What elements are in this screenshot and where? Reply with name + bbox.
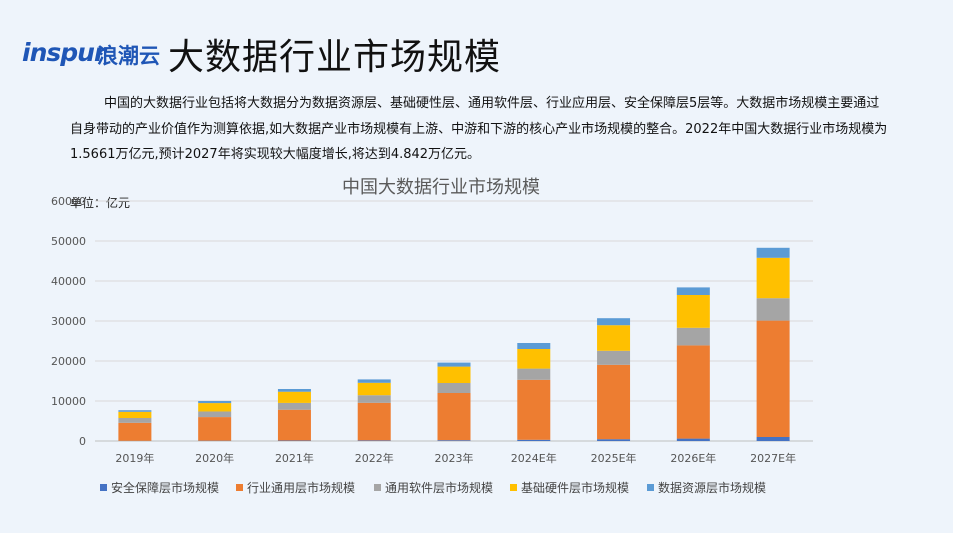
bar-segment [118, 411, 152, 418]
bar-segment [597, 439, 631, 441]
page-title: 大数据行业市场规模 [168, 37, 502, 78]
x-tick-label: 2022年 [355, 451, 394, 465]
legend-label: 通用软件层市场规模 [385, 480, 493, 495]
x-tick-label: 2019年 [115, 451, 154, 465]
bar-segment [597, 318, 631, 326]
bars [118, 247, 790, 441]
bar-segment [437, 366, 471, 383]
bar-segment [517, 349, 551, 369]
bar-segment [118, 422, 152, 441]
bar-segment [676, 327, 710, 346]
x-axis: 2019年 2020年 2021年 2022年 2023年 2024E年 2025E年 202… [115, 451, 796, 465]
legend-swatch [647, 484, 654, 491]
bar-segment [357, 379, 391, 383]
x-tick-label: 2024E年 [511, 451, 557, 465]
unit-label: 单位：亿元 [70, 195, 130, 210]
bar-segment [597, 350, 631, 365]
bar-segment [676, 287, 710, 295]
bar-segment [437, 362, 471, 367]
legend-swatch [236, 484, 243, 491]
bar-segment [198, 401, 232, 404]
bar-segment [756, 257, 790, 299]
bar-segment [676, 345, 710, 439]
legend: 安全保障层市场规模 行业通用层市场规模 通用软件层市场规模 基础硬件层市场规模 数据资源… [100, 480, 766, 495]
bar-segment [676, 438, 710, 441]
y-tick-label: 0 [79, 435, 86, 448]
bar-segment [118, 410, 152, 412]
bar-segment [756, 298, 790, 321]
bar-segment [357, 395, 391, 403]
x-tick-label: 2026E年 [670, 451, 716, 465]
bar-segment [357, 440, 391, 441]
x-tick-label: 2023年 [435, 451, 474, 465]
legend-label: 安全保障层市场规模 [111, 480, 219, 495]
intro-paragraph: 中国的大数据行业包括将大数据分为数据资源层、基础硬性层、通用软件层、行业应用层、… [70, 96, 888, 162]
y-tick-label: 40000 [51, 275, 86, 288]
y-tick-label: 10000 [51, 395, 86, 408]
x-tick-label: 2027E年 [750, 451, 796, 465]
bar-segment [756, 437, 790, 441]
bar-segment [437, 383, 471, 393]
y-tick-label: 50000 [51, 235, 86, 248]
bar-segment [517, 368, 551, 380]
bar-segment [357, 382, 391, 396]
bar-segment [597, 364, 631, 440]
chart-title: 中国大数据行业市场规模 [342, 177, 540, 198]
bar-segment [597, 325, 631, 351]
bar-segment [198, 417, 232, 441]
bar-segment [517, 379, 551, 440]
bar-segment [676, 295, 710, 328]
bar-segment [517, 343, 551, 349]
inspur-cloud-logo-cn: 浪潮云 [97, 44, 160, 68]
inspur-logo: inspur [22, 38, 106, 67]
y-tick-label: 20000 [51, 355, 86, 368]
bar-segment [277, 391, 311, 403]
legend-label: 行业通用层市场规模 [247, 480, 355, 495]
bar-segment [357, 402, 391, 441]
legend-label: 数据资源层市场规模 [658, 480, 766, 495]
bar-segment [517, 439, 551, 441]
bar-segment [437, 440, 471, 441]
y-tick-label: 30000 [51, 315, 86, 328]
legend-label: 基础硬件层市场规模 [521, 480, 629, 495]
bar-segment [198, 403, 232, 412]
x-tick-label: 2020年 [195, 451, 234, 465]
bar-segment [118, 418, 152, 423]
bar-segment [277, 402, 311, 410]
y-axis: 0 10000 20000 30000 40000 50000 60000 [51, 195, 86, 448]
bar-segment [198, 411, 232, 418]
bar-segment [277, 389, 311, 392]
x-tick-label: 2025E年 [591, 451, 637, 465]
bar-segment [756, 320, 790, 437]
x-tick-label: 2021年 [275, 451, 314, 465]
bar-segment [756, 247, 790, 258]
legend-swatch [100, 484, 107, 491]
legend-swatch [374, 484, 381, 491]
bar-segment [437, 393, 471, 441]
bar-segment [277, 409, 311, 441]
legend-swatch [510, 484, 517, 491]
y-tick-label: 60000 [51, 195, 86, 208]
